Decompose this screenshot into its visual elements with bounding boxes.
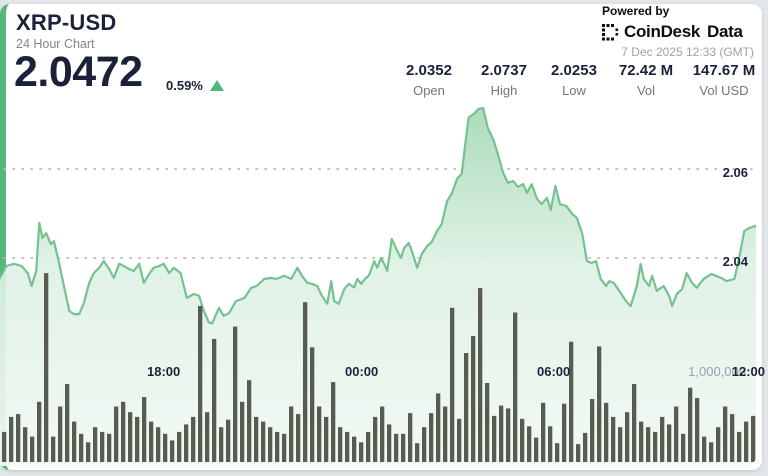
stat-volume: 72.42 M Vol	[603, 62, 689, 98]
chart-subtitle: 24 Hour Chart	[16, 37, 95, 51]
time-axis-tick-00: 00:00	[345, 364, 379, 379]
stat-label: High	[490, 83, 518, 98]
timestamp: 7 Dec 2025 12:33 (GMT)	[621, 45, 754, 59]
price-change: 0.59%	[166, 78, 224, 93]
coindesk-logo-icon	[602, 23, 619, 40]
stat-label: Vol USD	[699, 83, 749, 98]
logo-text-coindesk: CoinDesk	[624, 22, 701, 41]
powered-by-label: Powered by	[602, 4, 670, 18]
current-price: 2.0472	[14, 48, 143, 96]
volume-bars	[2, 273, 755, 462]
logo-text-data: Data	[707, 22, 743, 41]
stat-high: 2.0737 High	[461, 62, 547, 98]
stat-volume-usd: 147.67 M Vol USD	[681, 62, 767, 98]
stat-label: Open	[413, 83, 445, 98]
stat-value: 72.42 M	[618, 62, 674, 79]
symbol-title: XRP-USD	[16, 10, 117, 35]
coindesk-data-logo[interactable]: CoinDesk Data	[602, 22, 754, 42]
branding-block: Powered by CoinDesk Data 7 Dec 2025 12:3…	[602, 4, 754, 59]
price-axis-tick-2-06: 2.06	[722, 165, 748, 180]
stat-value: 147.67 M	[692, 62, 756, 79]
stat-low: 2.0253 Low	[531, 62, 617, 98]
stat-value: 2.0737	[481, 62, 527, 79]
stat-value: 2.0253	[551, 62, 597, 79]
price-line	[0, 108, 762, 323]
time-axis-tick-18: 18:00	[147, 364, 181, 379]
up-triangle-icon	[209, 80, 224, 91]
stat-value: 2.0352	[406, 62, 452, 79]
time-axis-tick-06: 06:00	[537, 364, 571, 379]
change-percent: 0.59%	[166, 78, 203, 93]
time-axis-tick-12: 12:00	[731, 364, 765, 379]
stat-label: Vol	[636, 83, 656, 98]
volume-axis-tick: 1,000,000	[688, 364, 746, 379]
stat-label: Low	[562, 83, 586, 98]
price-axis-tick-2-04: 2.04	[722, 254, 748, 269]
stat-open: 2.0352 Open	[386, 62, 472, 98]
